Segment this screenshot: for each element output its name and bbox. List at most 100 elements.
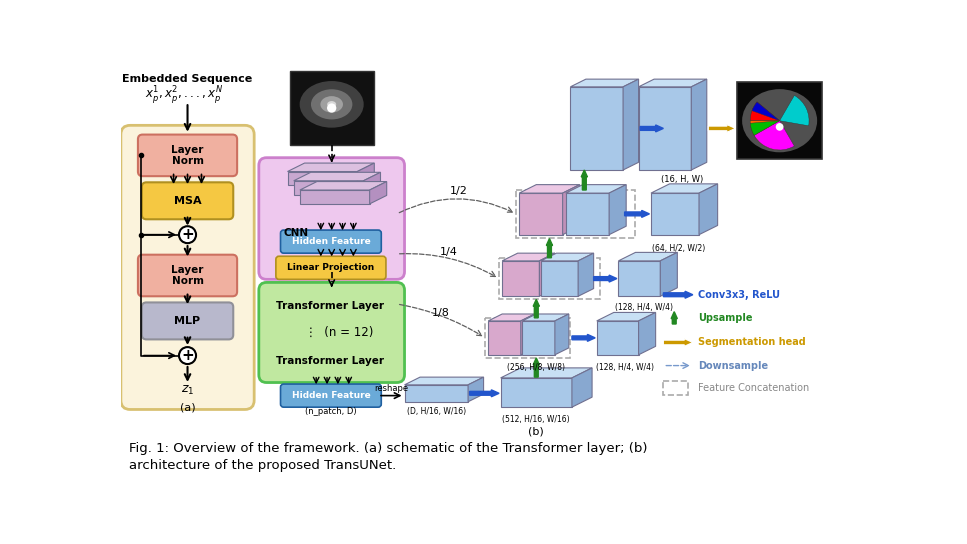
Wedge shape — [750, 121, 779, 135]
Polygon shape — [609, 184, 627, 234]
Polygon shape — [638, 79, 707, 87]
FancyArrow shape — [533, 358, 540, 377]
FancyBboxPatch shape — [138, 134, 237, 176]
Polygon shape — [522, 321, 555, 355]
Text: (256, H/8, W/8): (256, H/8, W/8) — [508, 363, 566, 372]
Polygon shape — [468, 377, 484, 402]
Polygon shape — [287, 163, 374, 171]
Text: Transformer Layer: Transformer Layer — [276, 300, 384, 311]
Wedge shape — [750, 102, 779, 121]
Polygon shape — [597, 312, 656, 321]
Polygon shape — [294, 181, 364, 195]
Polygon shape — [364, 172, 380, 195]
Polygon shape — [660, 252, 677, 296]
Polygon shape — [501, 368, 592, 378]
FancyArrow shape — [663, 338, 692, 347]
Polygon shape — [563, 184, 579, 234]
Text: 1/8: 1/8 — [432, 308, 450, 318]
FancyBboxPatch shape — [121, 125, 254, 410]
Polygon shape — [619, 252, 677, 261]
Text: Transformer Layer: Transformer Layer — [276, 356, 384, 366]
Text: MLP: MLP — [174, 316, 200, 326]
Text: (D, H/16, W/16): (D, H/16, W/16) — [407, 407, 466, 416]
Text: Fig. 1: Overview of the framework. (a) schematic of the Transformer layer; (b): Fig. 1: Overview of the framework. (a) s… — [129, 442, 647, 455]
FancyArrow shape — [546, 238, 552, 258]
Text: Conv3x3, ReLU: Conv3x3, ReLU — [698, 290, 780, 300]
FancyBboxPatch shape — [276, 256, 386, 279]
Wedge shape — [750, 121, 779, 146]
Polygon shape — [300, 182, 387, 190]
Text: Layer
Norm: Layer Norm — [171, 265, 204, 286]
Ellipse shape — [320, 96, 343, 113]
Text: Segmentation head: Segmentation head — [698, 337, 806, 348]
Polygon shape — [519, 193, 563, 234]
FancyBboxPatch shape — [138, 255, 237, 296]
Text: (128, H/4, W/4): (128, H/4, W/4) — [615, 302, 673, 312]
Text: architecture of the proposed TransUNet.: architecture of the proposed TransUNet. — [129, 459, 396, 472]
Polygon shape — [651, 184, 718, 193]
Wedge shape — [754, 121, 794, 150]
Polygon shape — [519, 184, 579, 193]
Polygon shape — [566, 193, 609, 234]
FancyArrow shape — [625, 211, 650, 218]
FancyArrow shape — [571, 335, 595, 341]
Circle shape — [327, 103, 337, 113]
Text: (16, H, W): (16, H, W) — [660, 175, 703, 184]
Text: (a): (a) — [180, 403, 195, 413]
Polygon shape — [571, 87, 623, 170]
Polygon shape — [571, 79, 638, 87]
FancyArrow shape — [470, 390, 499, 397]
Text: 1/4: 1/4 — [440, 248, 457, 257]
Polygon shape — [691, 79, 707, 170]
Polygon shape — [357, 163, 374, 186]
Polygon shape — [404, 385, 468, 402]
Polygon shape — [488, 314, 535, 321]
FancyArrow shape — [594, 275, 617, 282]
Polygon shape — [369, 182, 387, 204]
Text: reshape: reshape — [374, 384, 408, 393]
FancyBboxPatch shape — [259, 282, 404, 382]
Polygon shape — [651, 193, 699, 234]
Ellipse shape — [742, 89, 817, 152]
Polygon shape — [521, 314, 535, 355]
FancyArrow shape — [708, 125, 736, 132]
Text: CNN: CNN — [283, 228, 308, 238]
Text: 1/2: 1/2 — [450, 186, 468, 196]
Polygon shape — [287, 171, 357, 186]
FancyArrow shape — [663, 291, 692, 298]
Polygon shape — [541, 261, 578, 296]
Wedge shape — [752, 102, 779, 121]
FancyArrow shape — [533, 299, 540, 318]
FancyArrow shape — [640, 125, 663, 132]
Text: (n_patch, D): (n_patch, D) — [305, 407, 357, 416]
Polygon shape — [300, 190, 369, 204]
FancyArrow shape — [671, 312, 677, 324]
Text: Hidden Feature: Hidden Feature — [291, 237, 370, 246]
Wedge shape — [779, 95, 809, 126]
Ellipse shape — [311, 89, 352, 120]
Polygon shape — [571, 368, 592, 407]
Text: Feature Concatenation: Feature Concatenation — [698, 383, 809, 393]
Polygon shape — [502, 253, 555, 261]
Ellipse shape — [300, 81, 364, 128]
Wedge shape — [755, 121, 779, 150]
Text: (b): (b) — [528, 426, 544, 436]
Circle shape — [776, 123, 783, 131]
Polygon shape — [597, 321, 638, 355]
Text: +: + — [181, 348, 194, 363]
Polygon shape — [540, 253, 555, 296]
Polygon shape — [294, 172, 380, 181]
Text: ⋮  (n = 12): ⋮ (n = 12) — [306, 326, 373, 339]
Polygon shape — [699, 184, 718, 234]
Text: Downsample: Downsample — [698, 361, 769, 370]
Text: $x_p^1, x_p^2, ..., x_p^N$: $x_p^1, x_p^2, ..., x_p^N$ — [145, 84, 223, 106]
Polygon shape — [541, 253, 594, 261]
Polygon shape — [404, 377, 484, 385]
Text: $z_1$: $z_1$ — [181, 384, 194, 397]
Polygon shape — [623, 79, 638, 170]
Ellipse shape — [327, 101, 337, 108]
Polygon shape — [638, 87, 691, 170]
Polygon shape — [638, 312, 656, 355]
Text: Linear Projection: Linear Projection — [287, 263, 374, 273]
Bar — [737, 82, 822, 159]
